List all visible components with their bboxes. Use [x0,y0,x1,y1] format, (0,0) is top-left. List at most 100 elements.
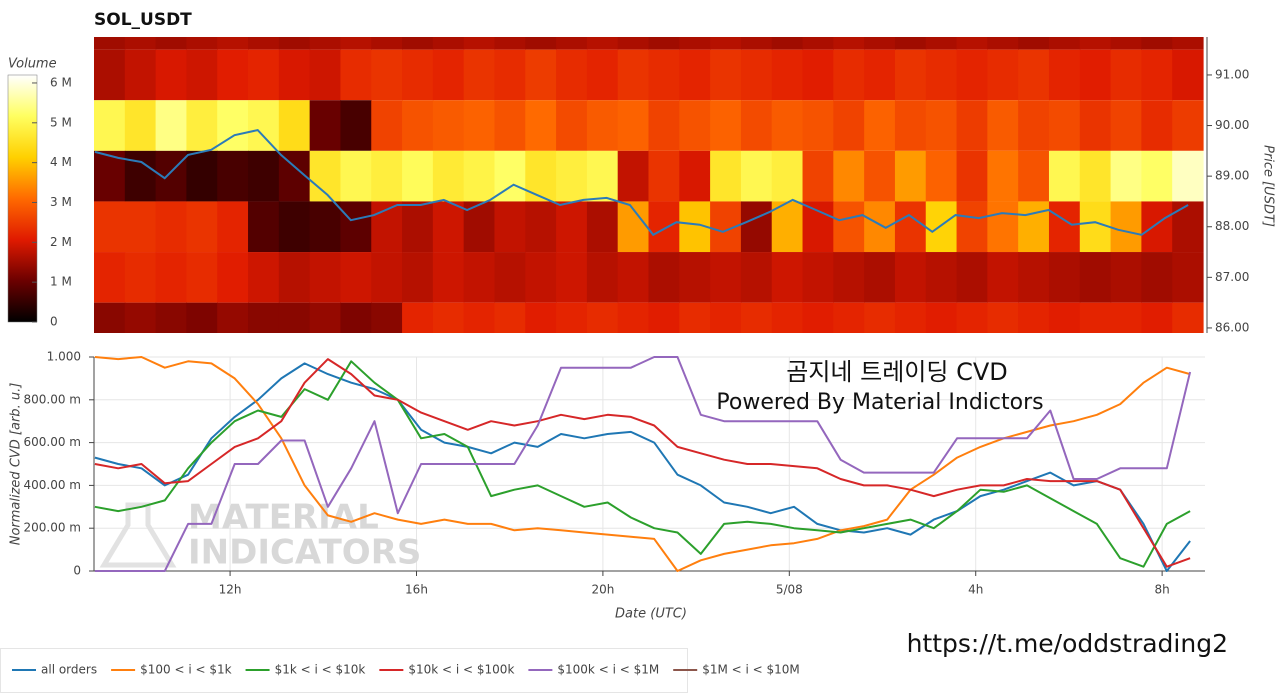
y-tick-label: 0 [73,564,81,578]
heat-cell [925,150,958,202]
heat-cell [556,201,588,253]
heat-cell [925,100,958,151]
heat-cell [248,302,280,333]
heat-cell [340,100,372,151]
heat-cell [463,302,496,333]
heat-cell [1141,49,1173,101]
heat-cell [617,252,650,303]
heat-cell [987,37,1019,50]
heat-cell [586,252,619,303]
heat-cell [617,150,650,202]
heat-cell [894,100,927,151]
heat-cell [432,201,465,253]
heat-cell [648,302,680,333]
legend-label: $100 < i < $1k [140,663,232,677]
heat-cell [1110,201,1142,253]
heat-cell [1110,252,1142,303]
heat-cell [94,49,126,101]
heat-cell [833,302,865,333]
heat-cell [586,37,619,50]
y-tick-label: 800.00 m [24,392,82,406]
legend-label: $10k < i < $100k [408,663,514,677]
heat-cell [494,37,526,50]
heat-cell [217,302,249,333]
heat-cell [217,37,249,50]
heat-cell [186,302,218,333]
heat-cell [833,49,865,101]
heat-cell [309,100,342,151]
heat-cell [710,150,742,202]
heat-cell [648,100,680,151]
heat-cell [1048,252,1081,303]
heat-cell [987,150,1019,202]
cvd-line [94,356,1192,572]
heat-cell [1048,302,1081,333]
heat-cell [771,37,804,50]
heat-cell [710,37,742,50]
heat-cell [1048,150,1081,202]
heatmap [94,37,1204,333]
heat-cell [556,37,588,50]
heat-cell [802,201,834,253]
cvd-line [94,358,1191,568]
heat-cell [556,49,588,101]
heat-cell [94,150,126,202]
heat-cell [248,201,280,253]
legend-label: all orders [41,663,97,677]
heat-cell [432,37,465,50]
heat-cell [833,201,865,253]
heat-cell [740,37,773,50]
heat-cell [402,201,434,253]
heat-cell [987,201,1019,253]
heat-cell [771,302,804,333]
heat-cell [463,49,496,101]
heat-cell [525,252,557,303]
heat-cell [956,49,988,101]
heat-cell [648,252,680,303]
heat-cell [864,49,896,101]
legend-label: $1k < i < $10k [275,663,366,677]
heat-cell [617,100,650,151]
heat-cell [864,302,896,333]
heat-cell [186,252,218,303]
heat-cell [309,49,342,101]
heat-cell [94,302,126,333]
heat-cell [1018,49,1050,101]
heat-cell [124,100,157,151]
heat-cell [864,252,896,303]
heat-cell [525,150,557,202]
heat-cell [155,100,188,151]
heat-cell [925,252,958,303]
heat-cell [1079,252,1112,303]
heat-cell [802,37,834,50]
cvd-line [94,362,1191,572]
heat-cell [679,302,711,333]
colorbar-tick-label: 3 M [50,195,72,209]
heat-cell [894,150,927,202]
heat-cell [278,302,311,333]
heat-cell [771,49,804,101]
annotation: 곰지네 트레이딩 CVD [786,358,1007,386]
heat-cell [525,302,557,333]
heat-cell [340,49,372,101]
heat-cell [494,302,526,333]
heat-cell [679,150,711,202]
heat-cell [1018,302,1050,333]
heat-cell [186,150,218,202]
y-tick-label: 88.00 [1215,219,1249,233]
heat-cell [278,37,311,50]
heat-cell [925,302,958,333]
heat-cell [217,201,249,253]
heat-cell [525,201,557,253]
heat-cell [740,302,773,333]
colorbar-title: Volume [8,57,57,72]
chart-title: SOL_USDT [94,10,192,30]
heat-cell [1110,302,1142,333]
heat-cell [432,252,465,303]
heat-cell [124,49,157,101]
heat-cell [956,252,988,303]
heat-cell [155,37,188,50]
heat-cell [371,49,403,101]
heat-cell [894,252,927,303]
cvd-line [94,356,1191,572]
